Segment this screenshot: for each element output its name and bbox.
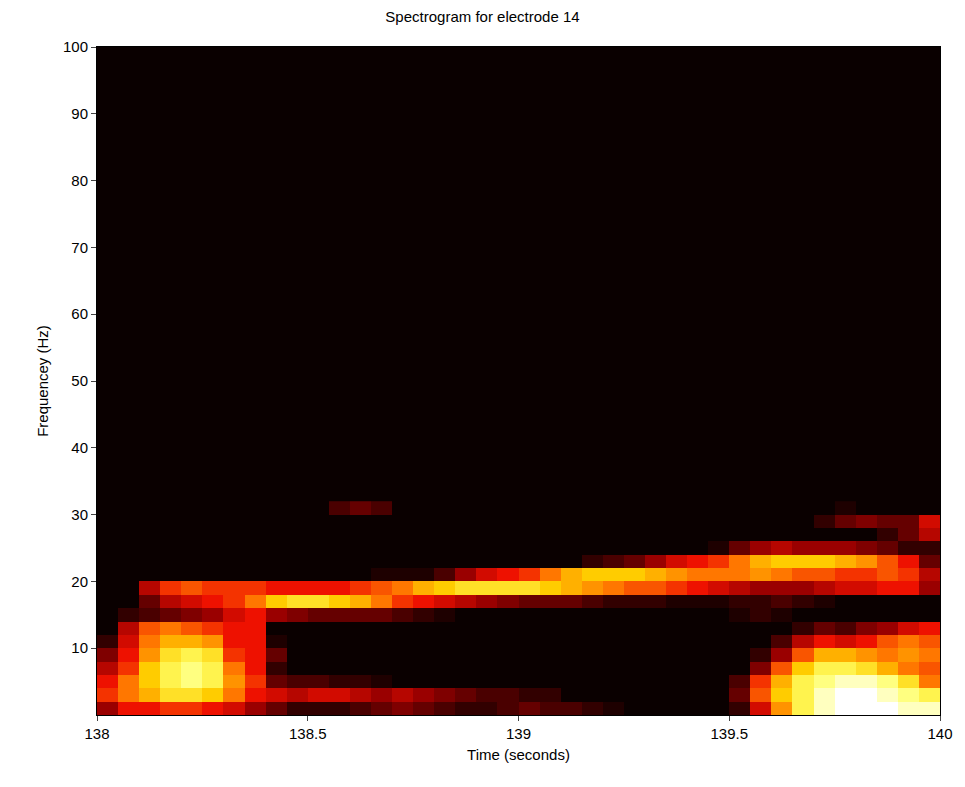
svg-text:80: 80 xyxy=(71,172,88,189)
svg-text:90: 90 xyxy=(71,105,88,122)
svg-text:50: 50 xyxy=(71,372,88,389)
svg-text:138: 138 xyxy=(84,725,109,742)
svg-text:10: 10 xyxy=(71,639,88,656)
svg-text:30: 30 xyxy=(71,506,88,523)
svg-text:60: 60 xyxy=(71,305,88,322)
svg-text:138.5: 138.5 xyxy=(289,725,327,742)
svg-text:139.5: 139.5 xyxy=(710,725,748,742)
svg-text:Spectrogram for electrode 14: Spectrogram for electrode 14 xyxy=(385,8,579,25)
svg-text:100: 100 xyxy=(63,38,88,55)
svg-text:40: 40 xyxy=(71,439,88,456)
svg-text:20: 20 xyxy=(71,573,88,590)
svg-text:70: 70 xyxy=(71,239,88,256)
svg-text:140: 140 xyxy=(927,725,952,742)
svg-text:Time (seconds): Time (seconds) xyxy=(467,746,570,763)
svg-text:139: 139 xyxy=(506,725,531,742)
svg-text:Frequencey (Hz): Frequencey (Hz) xyxy=(34,325,51,437)
